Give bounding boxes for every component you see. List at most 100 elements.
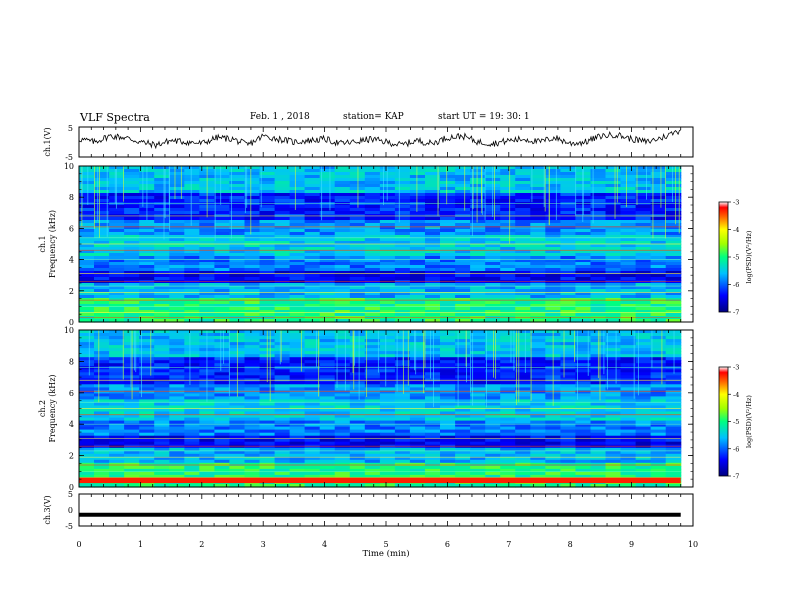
ch1-spectrogram-cell: [605, 232, 622, 236]
ch1-spectrogram-cell: [319, 223, 336, 227]
ch1-spectrogram-cell: [379, 217, 396, 221]
ch2-spectrogram-cell: [425, 429, 441, 434]
ch1-spectrogram-cell: [605, 169, 622, 173]
ch1-spectrogram-cell: [124, 307, 140, 311]
ch2-spectrogram-cell: [214, 396, 230, 400]
ch2-spectrogram-cell: [94, 414, 110, 419]
ch2-spectrogram-cell: [455, 372, 471, 376]
ch2-spectrogram-cell: [665, 357, 682, 361]
ch1-spectrogram-cell: [635, 178, 652, 182]
ch1-spectrogram-cell: [515, 271, 531, 275]
ch1-spectrogram-cell: [409, 187, 426, 191]
ch2-spectrogram-cell: [575, 420, 591, 425]
ch2-spectrogram-cell: [79, 351, 95, 355]
ch1-spectrogram-cell: [635, 268, 652, 272]
ch1-spectrogram-cell: [244, 295, 261, 299]
ch1-spectrogram-cell: [650, 280, 667, 284]
ch1-spectrogram-cell: [605, 172, 622, 176]
ch2-spectrogram-cell: [635, 375, 652, 379]
ch1-spectrogram-cell: [109, 298, 125, 302]
ch1-spectrogram-cell: [79, 244, 95, 248]
ch1-spectrogram-cell: [79, 187, 95, 191]
ch2-spectrogram-cell: [590, 381, 607, 385]
ch1-spectrogram-cell: [590, 304, 607, 308]
ch2-spectrogram-cell: [274, 384, 291, 388]
ch1-spectrogram-cell: [184, 298, 200, 302]
ch1-spectrogram-cell: [79, 220, 95, 224]
ch1-spectrogram-cell: [124, 319, 140, 323]
ch1-spectrogram-cell: [229, 253, 245, 257]
ch2-spectrogram-cell: [590, 417, 607, 422]
ch1-spectrogram-cell: [394, 289, 411, 293]
ch2-spectrogram-cell: [530, 405, 546, 410]
ch1-spectrogram-cell: [199, 274, 215, 278]
ch1-spectrogram-cell: [545, 169, 561, 173]
ch2-spectrogram-cell: [425, 390, 441, 394]
ch2-spectrogram-cell: [620, 417, 637, 422]
ch1-spectrogram-cell: [470, 196, 486, 200]
ch1-spectrogram-cell: [169, 235, 185, 239]
ch2-spectrogram-cell: [124, 420, 140, 425]
ch2-spectrogram-cell: [635, 432, 652, 437]
ch2-spectrogram-cell: [229, 468, 245, 473]
ch1-spectrogram-cell: [665, 205, 682, 209]
ch2-spectrogram-cell: [635, 330, 652, 334]
ch2-spectrogram-cell: [304, 471, 321, 476]
ch1-spectrogram-cell: [94, 211, 110, 215]
ch2-spectrogram-cell: [199, 411, 215, 416]
ch1-spectrogram-cell: [590, 181, 607, 185]
ch2-spectrogram-cell: [139, 339, 155, 343]
ch1-spectrogram-cell: [244, 196, 261, 200]
ch2-spectrogram-cell: [109, 429, 125, 434]
ch2-spectrogram-cell: [605, 342, 622, 346]
ch1-spectrogram-cell: [530, 283, 546, 287]
ch1-spectrogram-cell: [620, 208, 637, 212]
ch2-spectrogram-cell: [575, 402, 591, 407]
ch2-spectrogram-cell: [349, 450, 366, 455]
ch1-spectrogram-cell: [665, 259, 682, 263]
ch2-spectrogram-cell: [229, 450, 245, 455]
ch2-spectrogram-cell: [274, 429, 291, 434]
ch1-spectrogram-cell: [470, 313, 486, 317]
ch1-spectrogram-cell: [545, 292, 561, 296]
ch1-spectrogram-cell: [214, 295, 230, 299]
ch2-spectrogram-cell: [214, 462, 230, 467]
ch1-spectrogram-cell: [259, 265, 276, 269]
ch1-spectrogram-cell: [575, 235, 591, 239]
ch1-spectrogram-cell: [530, 241, 546, 245]
ch2-spectrogram-cell: [425, 450, 441, 455]
ch1-spectrogram-cell: [545, 253, 561, 257]
ch1-spectrogram-cell: [139, 238, 155, 242]
ch2-spectrogram-cell: [124, 471, 140, 476]
ch1-spectrogram-cell: [244, 271, 261, 275]
ch1-spectrogram-cell: [214, 268, 230, 272]
ch1-spectrogram-cell: [229, 229, 245, 233]
ch1-spectrogram-cell: [620, 232, 637, 236]
ch1-spectrogram-cell: [650, 226, 667, 230]
ch1-spectrogram-cell: [94, 241, 110, 245]
ch2-spectrogram-cell: [440, 429, 456, 434]
ch2-spectrogram-cell: [79, 390, 95, 394]
ch2-spectrogram-cell: [530, 387, 546, 391]
ch2-spectrogram-cell: [229, 417, 245, 422]
ch2-spectrogram-cell: [425, 363, 441, 367]
ch1-spectrogram-cell: [620, 295, 637, 299]
ch1-spectrogram-cell: [304, 241, 321, 245]
ch2-spectrogram-cell: [274, 351, 291, 355]
ch2-spectrogram-cell: [349, 369, 366, 373]
ch2-spectrogram-cell: [635, 426, 652, 431]
ch1-spectrogram-cell: [289, 304, 306, 308]
ch1-spectrogram-cell: [364, 220, 381, 224]
ch1-spectrogram-cell: [289, 217, 306, 221]
ch1-spectrogram-cell: [244, 298, 261, 302]
ch1-spectrogram-cell: [425, 184, 441, 188]
ch2-spectrogram-cell: [184, 345, 200, 349]
ch2-spectrogram-cell: [500, 435, 516, 440]
ch1-spectrogram-cell: [334, 274, 351, 278]
ch1-spectrogram-cell: [229, 178, 245, 182]
ch2-spectrogram-cell: [470, 399, 486, 403]
ch1-spectrogram-cell: [244, 244, 261, 248]
ch1-spectrogram-cell: [485, 247, 501, 251]
ch2-spectrogram-cell: [650, 336, 667, 340]
ch2-spectrogram-cell: [334, 387, 351, 391]
